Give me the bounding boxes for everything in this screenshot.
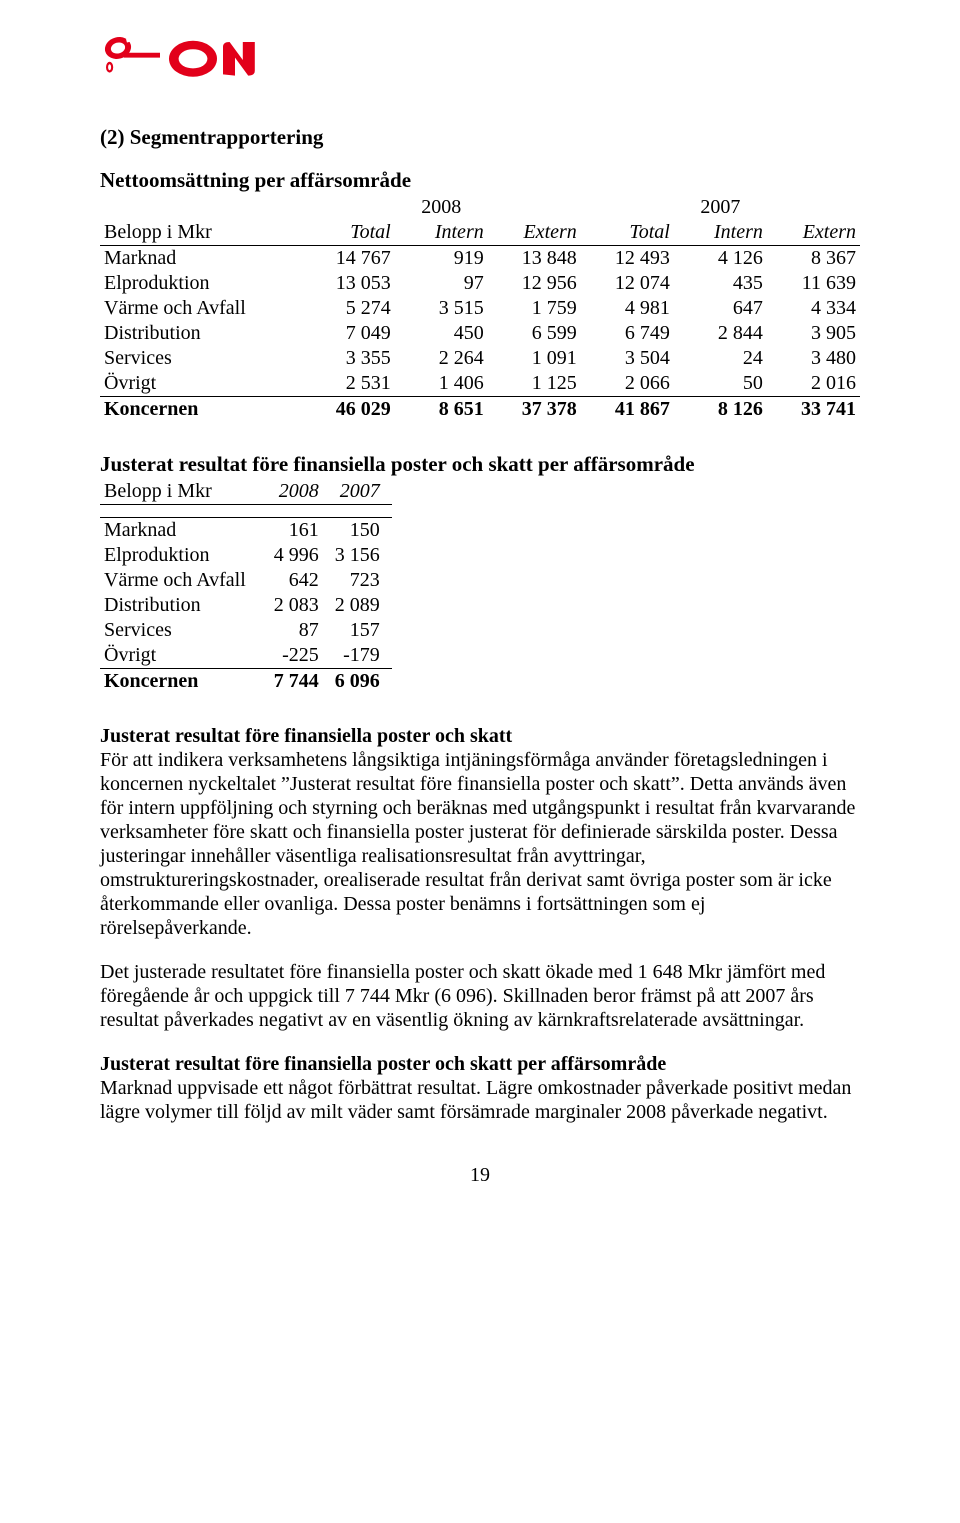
row-label: Distribution	[100, 593, 270, 618]
cell: 3 515	[395, 296, 488, 321]
cell: 3 355	[302, 346, 395, 371]
cell: 3 480	[767, 346, 860, 371]
table1-title: Nettoomsättning per affärsområde	[100, 168, 860, 193]
table-row: Marknad14 76791913 84812 4934 1268 367	[100, 246, 860, 272]
cell: 12 074	[581, 271, 674, 296]
cell: 2 531	[302, 371, 395, 397]
row-label: Värme och Avfall	[100, 296, 302, 321]
table-row: Distribution2 0832 089	[100, 593, 392, 618]
cell: 2 844	[674, 321, 767, 346]
cell: 4 981	[581, 296, 674, 321]
cell: 161	[270, 518, 331, 544]
cell: 150	[331, 518, 392, 544]
cell: 647	[674, 296, 767, 321]
row-label: Övrigt	[100, 643, 270, 669]
cell: 1 759	[488, 296, 581, 321]
cell: 723	[331, 568, 392, 593]
table-row: Distribution7 0494506 5996 7492 8443 905	[100, 321, 860, 346]
table-row: Services87157	[100, 618, 392, 643]
cell: 2 066	[581, 371, 674, 397]
paragraph-3: Justerat resultat före finansiella poste…	[100, 1052, 860, 1124]
row-label: Övrigt	[100, 371, 302, 397]
cell: 157	[331, 618, 392, 643]
table-row: Övrigt2 5311 4061 1252 066502 016	[100, 371, 860, 397]
cell: 450	[395, 321, 488, 346]
cell: 13 848	[488, 246, 581, 272]
cell: -225	[270, 643, 331, 669]
cell: 435	[674, 271, 767, 296]
table-justerat-resultat: Belopp i Mkr 2008 2007 Marknad161150Elpr…	[100, 479, 392, 694]
row-label: Services	[100, 618, 270, 643]
cell: 1 125	[488, 371, 581, 397]
table-row: Övrigt-225-179	[100, 643, 392, 669]
cell: 5 274	[302, 296, 395, 321]
cell: 11 639	[767, 271, 860, 296]
cell: 1 406	[395, 371, 488, 397]
para1-lead: Justerat resultat före finansiella poste…	[100, 725, 512, 747]
t1-total-label: Koncernen	[100, 397, 302, 423]
table-row: Marknad161150	[100, 518, 392, 544]
cell: 4 126	[674, 246, 767, 272]
eon-logo	[100, 30, 860, 95]
cell: 2 016	[767, 371, 860, 397]
cell: 12 956	[488, 271, 581, 296]
year-2008: 2008	[302, 195, 581, 220]
cell: 1 091	[488, 346, 581, 371]
table2-title: Justerat resultat före finansiella poste…	[100, 452, 860, 477]
page-number: 19	[100, 1164, 860, 1187]
cell: 50	[674, 371, 767, 397]
row-label: Marknad	[100, 246, 302, 272]
cell: -179	[331, 643, 392, 669]
cell: 3 156	[331, 543, 392, 568]
cell: 4 334	[767, 296, 860, 321]
cell: 3 504	[581, 346, 674, 371]
cell: 12 493	[581, 246, 674, 272]
cell: 919	[395, 246, 488, 272]
year-2007: 2007	[581, 195, 860, 220]
hdr-belopp: Belopp i Mkr	[100, 220, 302, 246]
row-label: Distribution	[100, 321, 302, 346]
para3-lead: Justerat resultat före finansiella poste…	[100, 1053, 666, 1075]
cell: 4 996	[270, 543, 331, 568]
row-label: Services	[100, 346, 302, 371]
row-label: Marknad	[100, 518, 270, 544]
row-label: Elproduktion	[100, 271, 302, 296]
table-row: Elproduktion13 0539712 95612 07443511 63…	[100, 271, 860, 296]
cell: 13 053	[302, 271, 395, 296]
para3-text: Marknad uppvisade ett något förbättrat r…	[100, 1077, 851, 1123]
cell: 14 767	[302, 246, 395, 272]
table-row: Elproduktion4 9963 156	[100, 543, 392, 568]
para1-text: För att indikera verksamhetens långsikti…	[100, 749, 855, 939]
table-row: Värme och Avfall642723	[100, 568, 392, 593]
table-row: Värme och Avfall5 2743 5151 7594 9816474…	[100, 296, 860, 321]
cell: 87	[270, 618, 331, 643]
cell: 24	[674, 346, 767, 371]
cell: 8 367	[767, 246, 860, 272]
row-label: Elproduktion	[100, 543, 270, 568]
table-nettoomsattning: 2008 2007 Belopp i Mkr Total Intern Exte…	[100, 195, 860, 422]
cell: 6 749	[581, 321, 674, 346]
cell: 2 089	[331, 593, 392, 618]
table-row: Services3 3552 2641 0913 504243 480	[100, 346, 860, 371]
cell: 642	[270, 568, 331, 593]
cell: 6 599	[488, 321, 581, 346]
paragraph-1: Justerat resultat före finansiella poste…	[100, 724, 860, 940]
cell: 2 083	[270, 593, 331, 618]
paragraph-2: Det justerade resultatet före finansiell…	[100, 960, 860, 1032]
cell: 2 264	[395, 346, 488, 371]
row-label: Värme och Avfall	[100, 568, 270, 593]
cell: 97	[395, 271, 488, 296]
cell: 3 905	[767, 321, 860, 346]
section-title: (2) Segmentrapportering	[100, 125, 860, 150]
cell: 7 049	[302, 321, 395, 346]
